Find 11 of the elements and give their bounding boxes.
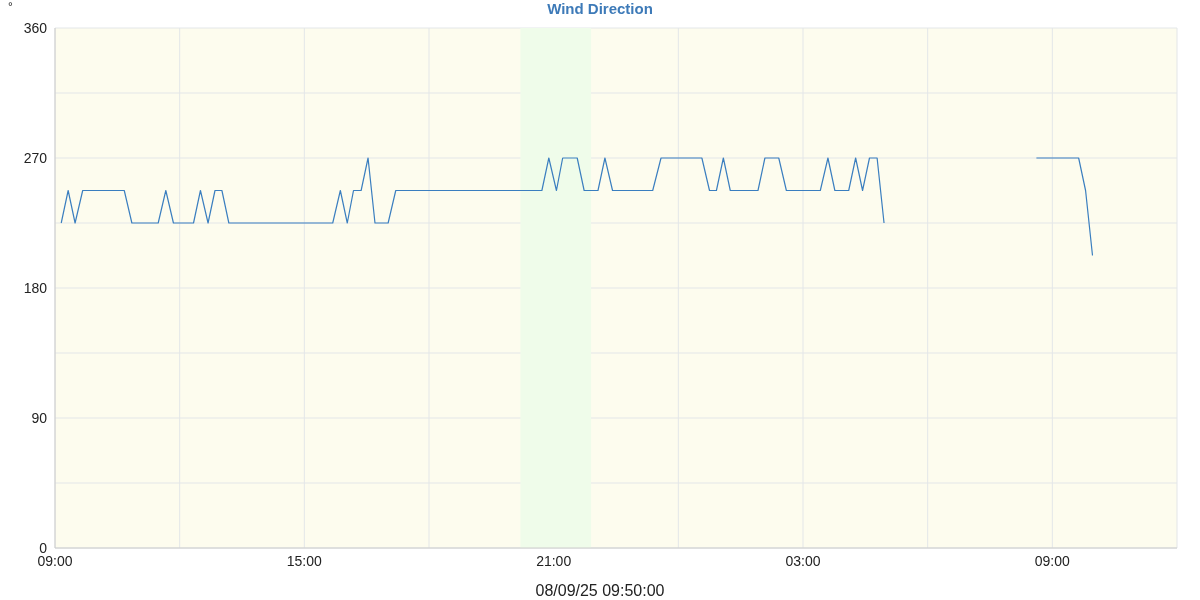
x-tick-label: 09:00 — [1034, 552, 1071, 569]
x-tick-label: 03:00 — [785, 552, 821, 569]
x-axis-title: 08/09/25 09:50:00 — [534, 582, 666, 600]
x-tick-label: 15:00 — [286, 552, 323, 569]
y-axis-title: ° — [8, 0, 13, 14]
x-tick-label: 21:00 — [536, 552, 572, 569]
y-tick-label: 270 — [23, 149, 48, 166]
y-tick-label: 90 — [31, 409, 48, 426]
y-tick-label: 180 — [23, 279, 48, 296]
y-tick-label: 360 — [23, 19, 48, 36]
chart-title: Wind Direction — [547, 0, 653, 17]
